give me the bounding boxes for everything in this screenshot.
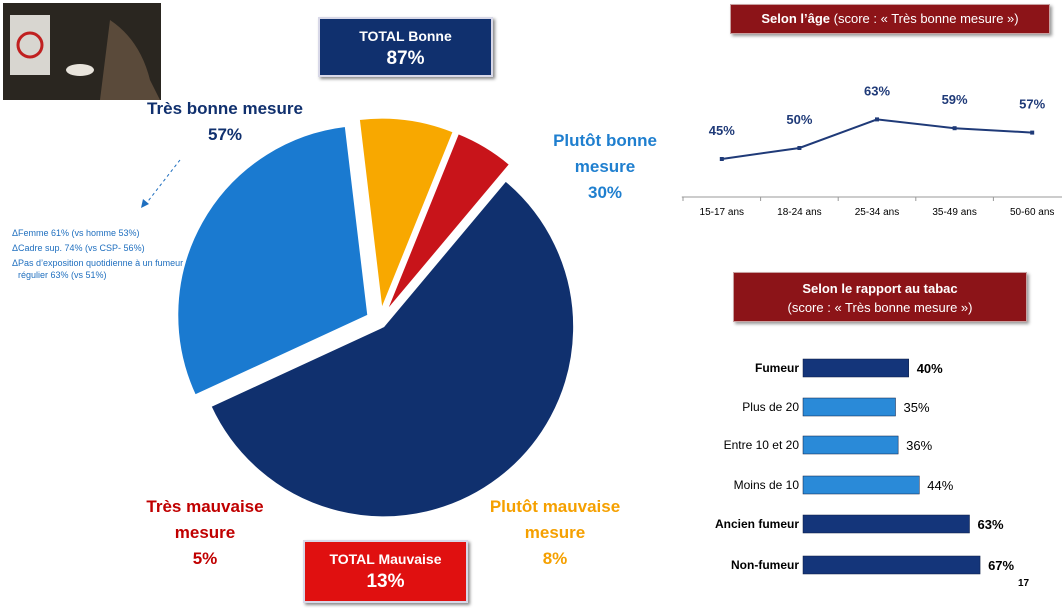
x-tick-label: 35-49 ans [932, 207, 976, 218]
total-value: 13% [366, 571, 405, 592]
chart-title: Selon le rapport au tabac [802, 281, 958, 296]
pie-slice [177, 125, 369, 396]
data-label: 59% [942, 92, 968, 107]
data-label: 45% [709, 123, 735, 138]
photo [3, 3, 161, 100]
line-marker [952, 126, 957, 131]
bar [802, 475, 920, 495]
chart-subtitle: (score : « Très bonne mesure ») [787, 300, 973, 315]
note: Δ Femme 61% (vs homme 53%) [12, 227, 202, 239]
pie-label: Très bonne mesure 57% [140, 96, 310, 148]
pie-label-value: 57% [207, 125, 243, 144]
page-number: 17 [1018, 578, 1030, 589]
y-tick-label: Moins de 10 [734, 478, 800, 492]
total-box: TOTAL Bonne 87% [318, 17, 493, 77]
y-tick-label: Non-fumeur [731, 558, 799, 572]
y-tick-label: Ancien fumeur [715, 517, 799, 531]
note-text: Pas d’exposition quotidienne à un fumeur… [18, 258, 184, 280]
chart-title: Selon l’âge [761, 11, 831, 26]
x-tick-label: 50-60 ans [1010, 207, 1054, 218]
pie-label: Très mauvaise mesure 5% [120, 494, 290, 572]
pointer-arrow-head [141, 199, 149, 208]
total-label: TOTAL Mauvaise [329, 551, 442, 567]
pie-label-name: Plutôt bonne mesure [553, 131, 657, 176]
bar [802, 555, 981, 575]
note-text: Femme 61% (vs homme 53%) [18, 228, 140, 238]
line-marker [1030, 130, 1035, 135]
pie-slice [386, 133, 511, 311]
pie-label: Plutôt bonne mesure 30% [530, 128, 680, 206]
data-label: 44% [927, 478, 953, 493]
data-label: 40% [917, 361, 943, 376]
note-marker: Δ [12, 228, 19, 238]
data-label: 50% [786, 112, 812, 127]
title-box: Selon l’âge (score : « Très bonne mesure… [730, 4, 1050, 34]
pie-label-value: 5% [192, 549, 218, 568]
total-box: TOTAL Mauvaise 13% [303, 540, 468, 603]
pie-slice [358, 117, 454, 309]
pie-slice [210, 180, 575, 518]
y-tick-label: Fumeur [755, 361, 799, 375]
pie-label-value: 8% [542, 549, 568, 568]
total-label: TOTAL Bonne [359, 28, 452, 44]
note-marker: Δ [12, 243, 19, 253]
pie-label-name: Très bonne mesure [147, 99, 303, 118]
pie-label-name: Très mauvaise mesure [146, 497, 264, 542]
pie-label-name: Plutôt mauvaise mesure [489, 497, 621, 542]
chart-subtitle: (score : « Très bonne mesure ») [833, 11, 1019, 26]
line-marker [875, 117, 879, 122]
bar [802, 358, 909, 378]
pointer-arrow [144, 159, 181, 206]
bar [802, 514, 970, 534]
x-tick-label: 15-17 ans [700, 207, 744, 218]
data-label: 35% [904, 400, 930, 415]
data-label: 67% [988, 558, 1014, 573]
bar [802, 397, 896, 417]
note: Δ Cadre sup. 74% (vs CSP- 56%) [12, 242, 202, 254]
total-value: 87% [386, 48, 425, 69]
line-marker [719, 157, 724, 161]
data-label: 36% [906, 438, 932, 453]
x-tick-label: 25-34 ans [855, 207, 899, 218]
line-marker [797, 146, 802, 150]
bar [802, 435, 899, 455]
data-label: 63% [978, 517, 1004, 532]
title-box: Selon le rapport au tabac (score : « Très… [733, 272, 1027, 322]
x-tick-label: 18-24 ans [777, 207, 821, 218]
y-tick-label: Entre 10 et 20 [724, 438, 800, 452]
y-tick-label: Plus de 20 [742, 400, 799, 414]
data-label: 63% [864, 83, 890, 98]
pie-label-value: 30% [587, 183, 623, 202]
data-label: 57% [1019, 97, 1045, 112]
note-text: Cadre sup. 74% (vs CSP- 56%) [18, 243, 145, 253]
line-series [721, 118, 1033, 160]
note-marker: Δ [12, 258, 19, 268]
pie-label: Plutôt mauvaise mesure 8% [470, 494, 640, 572]
note: Δ Pas d’exposition quotidienne à un fumeu… [12, 257, 202, 281]
